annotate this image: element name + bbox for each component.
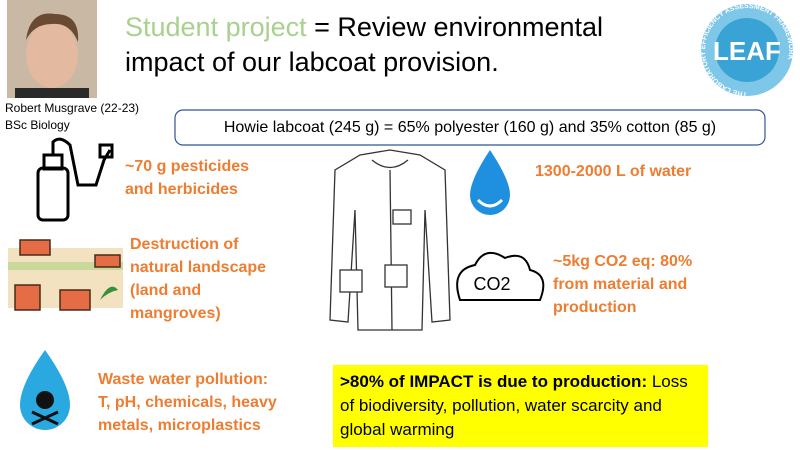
impact: Waste water pollution: T, pH, chemicals, … xyxy=(98,368,277,437)
impact-line: ~5kg CO2 eq: 80% xyxy=(553,253,693,270)
skull xyxy=(36,391,54,409)
conclusion-box xyxy=(333,365,708,447)
conclusion-rest: Loss of biodiversity, pollution, water s… xyxy=(340,372,688,439)
conclusion: >80% of IMPACT is due to production: Los… xyxy=(340,370,702,442)
impact-line: production xyxy=(553,299,637,316)
impact: ~70 g pesticides and herbicides xyxy=(125,155,249,201)
impact: ~5kg CO2 eq: 80% from material and product… xyxy=(553,250,692,319)
impact-line: ~70 g pesticides xyxy=(125,158,250,175)
pollution-drop xyxy=(20,350,70,430)
impact-line: 1300-2000 L of water xyxy=(535,163,692,180)
shirt xyxy=(15,88,89,98)
impact-line: mangroves) xyxy=(130,305,221,322)
presenter-name: Robert Musgrave (22-23) xyxy=(5,101,140,115)
logo-inner xyxy=(715,18,779,82)
impact-line: from material and xyxy=(553,276,688,293)
impact: 1300-2000 L of water xyxy=(535,160,691,183)
composition-box xyxy=(174,109,766,146)
title-rest: impact of our labcoat provision. xyxy=(125,47,499,77)
presenter: Robert Musgrave (22-23) BSc Biology xyxy=(5,100,139,134)
impact-line: Destruction of xyxy=(130,236,239,253)
co2-cloud xyxy=(456,251,545,301)
face xyxy=(26,22,78,88)
drop-shine xyxy=(476,198,504,208)
conclusion-bold: >80% of IMPACT is due to production: xyxy=(340,372,648,391)
landscape-icon xyxy=(8,239,123,311)
impact: Destruction of natural landscape (land and… xyxy=(130,233,266,325)
impact-line: T, pH, chemicals, heavy xyxy=(98,394,277,411)
title-highlight: Student project xyxy=(125,12,307,42)
crossbones xyxy=(31,410,59,426)
composition: Howie labcoat (245 g) = 65% polyester (1… xyxy=(223,119,717,136)
labcoat xyxy=(329,149,451,331)
title: Student project = Review environmental i… xyxy=(125,10,603,80)
sprayer-icon xyxy=(36,137,114,222)
title-rest: = Review environmental xyxy=(314,12,604,42)
impact-line: (land and xyxy=(130,282,202,299)
logo-text: LEAF xyxy=(713,36,781,66)
co2-label: CO2 xyxy=(473,274,510,294)
impact-line: Waste water pollution: xyxy=(98,371,269,388)
hair xyxy=(26,13,79,42)
impact-line: metals, microplastics xyxy=(98,417,261,434)
water-drop xyxy=(470,150,510,215)
presenter-degree: BSc Biology xyxy=(5,118,70,132)
impact-line: and herbicides xyxy=(125,181,238,198)
impact-line: natural landscape xyxy=(130,259,267,276)
